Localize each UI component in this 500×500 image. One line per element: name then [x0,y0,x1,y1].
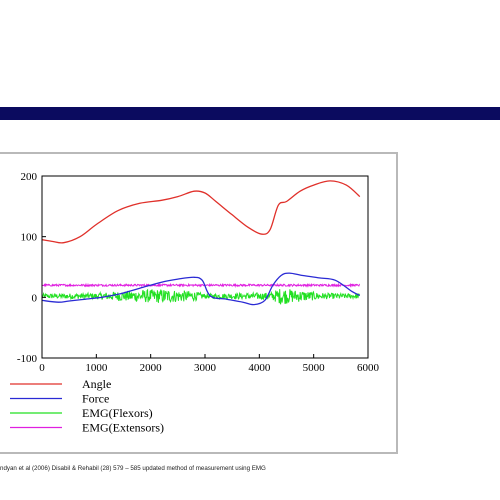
y-tick-label: 100 [21,232,38,244]
legend-label-angle: Angle [82,377,111,391]
x-tick-label: 5000 [303,362,326,374]
series-force-line [41,272,361,306]
figure-frame [0,152,398,454]
citation-caption: ndyan et al (2006) Disabil & Rehabil (28… [0,465,266,472]
title-band [0,107,500,120]
x-tick-label: 3000 [194,362,217,374]
y-tick-label: 200 [21,171,38,183]
x-tick-label: 2000 [140,362,163,374]
legend-label-force: Force [82,392,109,406]
plot-border [41,175,369,359]
legend-label-emg-flexors: EMG(Flexors) [82,406,153,420]
plot-area [41,180,361,306]
x-tick-label: 1000 [85,362,108,374]
series-emg-flexors-line [41,288,360,305]
series-angle-line [41,180,361,244]
legend-label-emg-extensors: EMG(Extensors) [82,421,164,435]
x-tick-label: 6000 [357,362,380,374]
series-emg-extensors-line [42,282,360,288]
x-tick-label: 4000 [248,362,271,374]
x-tick-label: 0 [39,362,45,374]
y-tick-label: -100 [17,353,38,365]
y-tick-label: 0 [32,292,38,304]
